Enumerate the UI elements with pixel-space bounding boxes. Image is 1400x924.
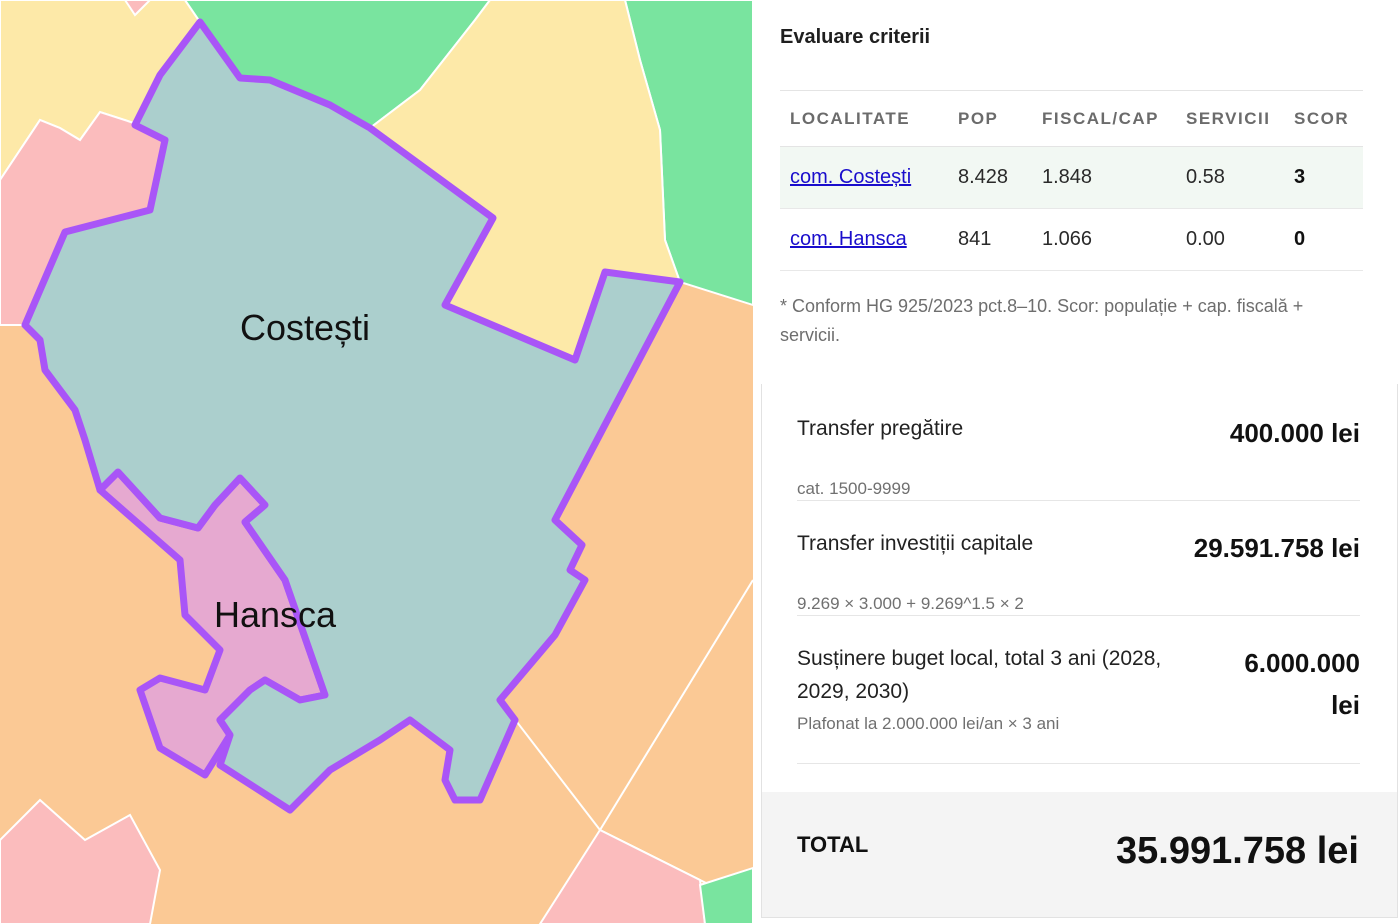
criteria-footnote: * Conform HG 925/2023 pct.8–10. Scor: po… bbox=[780, 296, 1304, 345]
transfer-amount: 29.591.758 lei bbox=[1193, 533, 1360, 563]
table-row: com. Hansca 841 1.066 0.00 0 bbox=[780, 208, 1363, 271]
total-amount: 35.991.758 lei bbox=[1116, 830, 1359, 872]
transfer-item-pregatire: Transfer pregătire cat. 1500-9999 400.00… bbox=[797, 412, 1360, 501]
transfer-item-buget: Susținere buget local, total 3 ani (2028… bbox=[797, 642, 1360, 764]
column-header-scor: SCOR bbox=[1284, 90, 1363, 147]
transfer-sub: Plafonat la 2.000.000 lei/an × 3 ani bbox=[797, 714, 1060, 733]
region-pink-north[interactable] bbox=[123, 0, 152, 17]
label-costesti: Costești bbox=[240, 307, 370, 348]
transfer-amount: 400.000 lei bbox=[1229, 418, 1360, 448]
transfer-amount: 6.000.000 lei bbox=[1244, 648, 1360, 720]
cell-servicii: 0.00 bbox=[1176, 208, 1284, 271]
transfers-card: Transfer pregătire cat. 1500-9999 400.00… bbox=[761, 384, 1398, 918]
column-header-fiscal: FISCAL/CAP bbox=[1032, 90, 1176, 147]
cell-scor: 3 bbox=[1284, 146, 1363, 209]
region-pink-south[interactable] bbox=[538, 828, 707, 924]
map-canvas[interactable]: Costești Hansca bbox=[0, 0, 753, 924]
transfer-sub: cat. 1500-9999 bbox=[797, 479, 911, 498]
region-pink-southwest[interactable] bbox=[0, 798, 162, 924]
table-header-row: LOCALITATE POP FISCAL/CAP SERVICII SCOR bbox=[780, 90, 1363, 147]
total-label: TOTAL bbox=[797, 832, 869, 857]
criteria-table: LOCALITATE POP FISCAL/CAP SERVICII SCOR … bbox=[780, 90, 1363, 271]
map-view[interactable]: Costești Hansca bbox=[0, 0, 753, 924]
column-header-servicii: SERVICII bbox=[1176, 90, 1284, 147]
transfer-sub: 9.269 × 3.000 + 9.269^1.5 × 2 bbox=[797, 594, 1024, 613]
transfer-label: Susținere buget local, total 3 ani (2028… bbox=[797, 647, 1162, 703]
criteria-title: Evaluare criterii bbox=[780, 26, 931, 48]
info-panel: Evaluare criterii LOCALITATE POP FISCAL/… bbox=[753, 0, 1400, 924]
transfer-label: Transfer pregătire bbox=[797, 417, 964, 440]
region-costesti[interactable] bbox=[21, 18, 684, 814]
cell-servicii: 0.58 bbox=[1176, 146, 1284, 209]
total-box: TOTAL 35.991.758 lei bbox=[762, 792, 1397, 917]
cell-fiscal: 1.848 bbox=[1032, 146, 1176, 209]
link-costesti[interactable]: com. Costești bbox=[790, 166, 912, 188]
cell-pop: 841 bbox=[948, 208, 1032, 271]
link-hansca[interactable]: com. Hansca bbox=[790, 228, 907, 250]
label-hansca: Hansca bbox=[214, 594, 337, 635]
cell-scor: 0 bbox=[1284, 208, 1363, 271]
column-header-pop: POP bbox=[948, 90, 1032, 147]
column-header-localitate: LOCALITATE bbox=[780, 90, 948, 147]
cell-pop: 8.428 bbox=[948, 146, 1032, 209]
transfer-label: Transfer investiții capitale bbox=[797, 532, 1034, 555]
cell-fiscal: 1.066 bbox=[1032, 208, 1176, 271]
region-green-southeast[interactable] bbox=[698, 866, 753, 924]
table-row: com. Costești 8.428 1.848 0.58 3 bbox=[780, 146, 1363, 209]
transfer-item-investitii: Transfer investiții capitale 9.269 × 3.0… bbox=[797, 527, 1360, 616]
